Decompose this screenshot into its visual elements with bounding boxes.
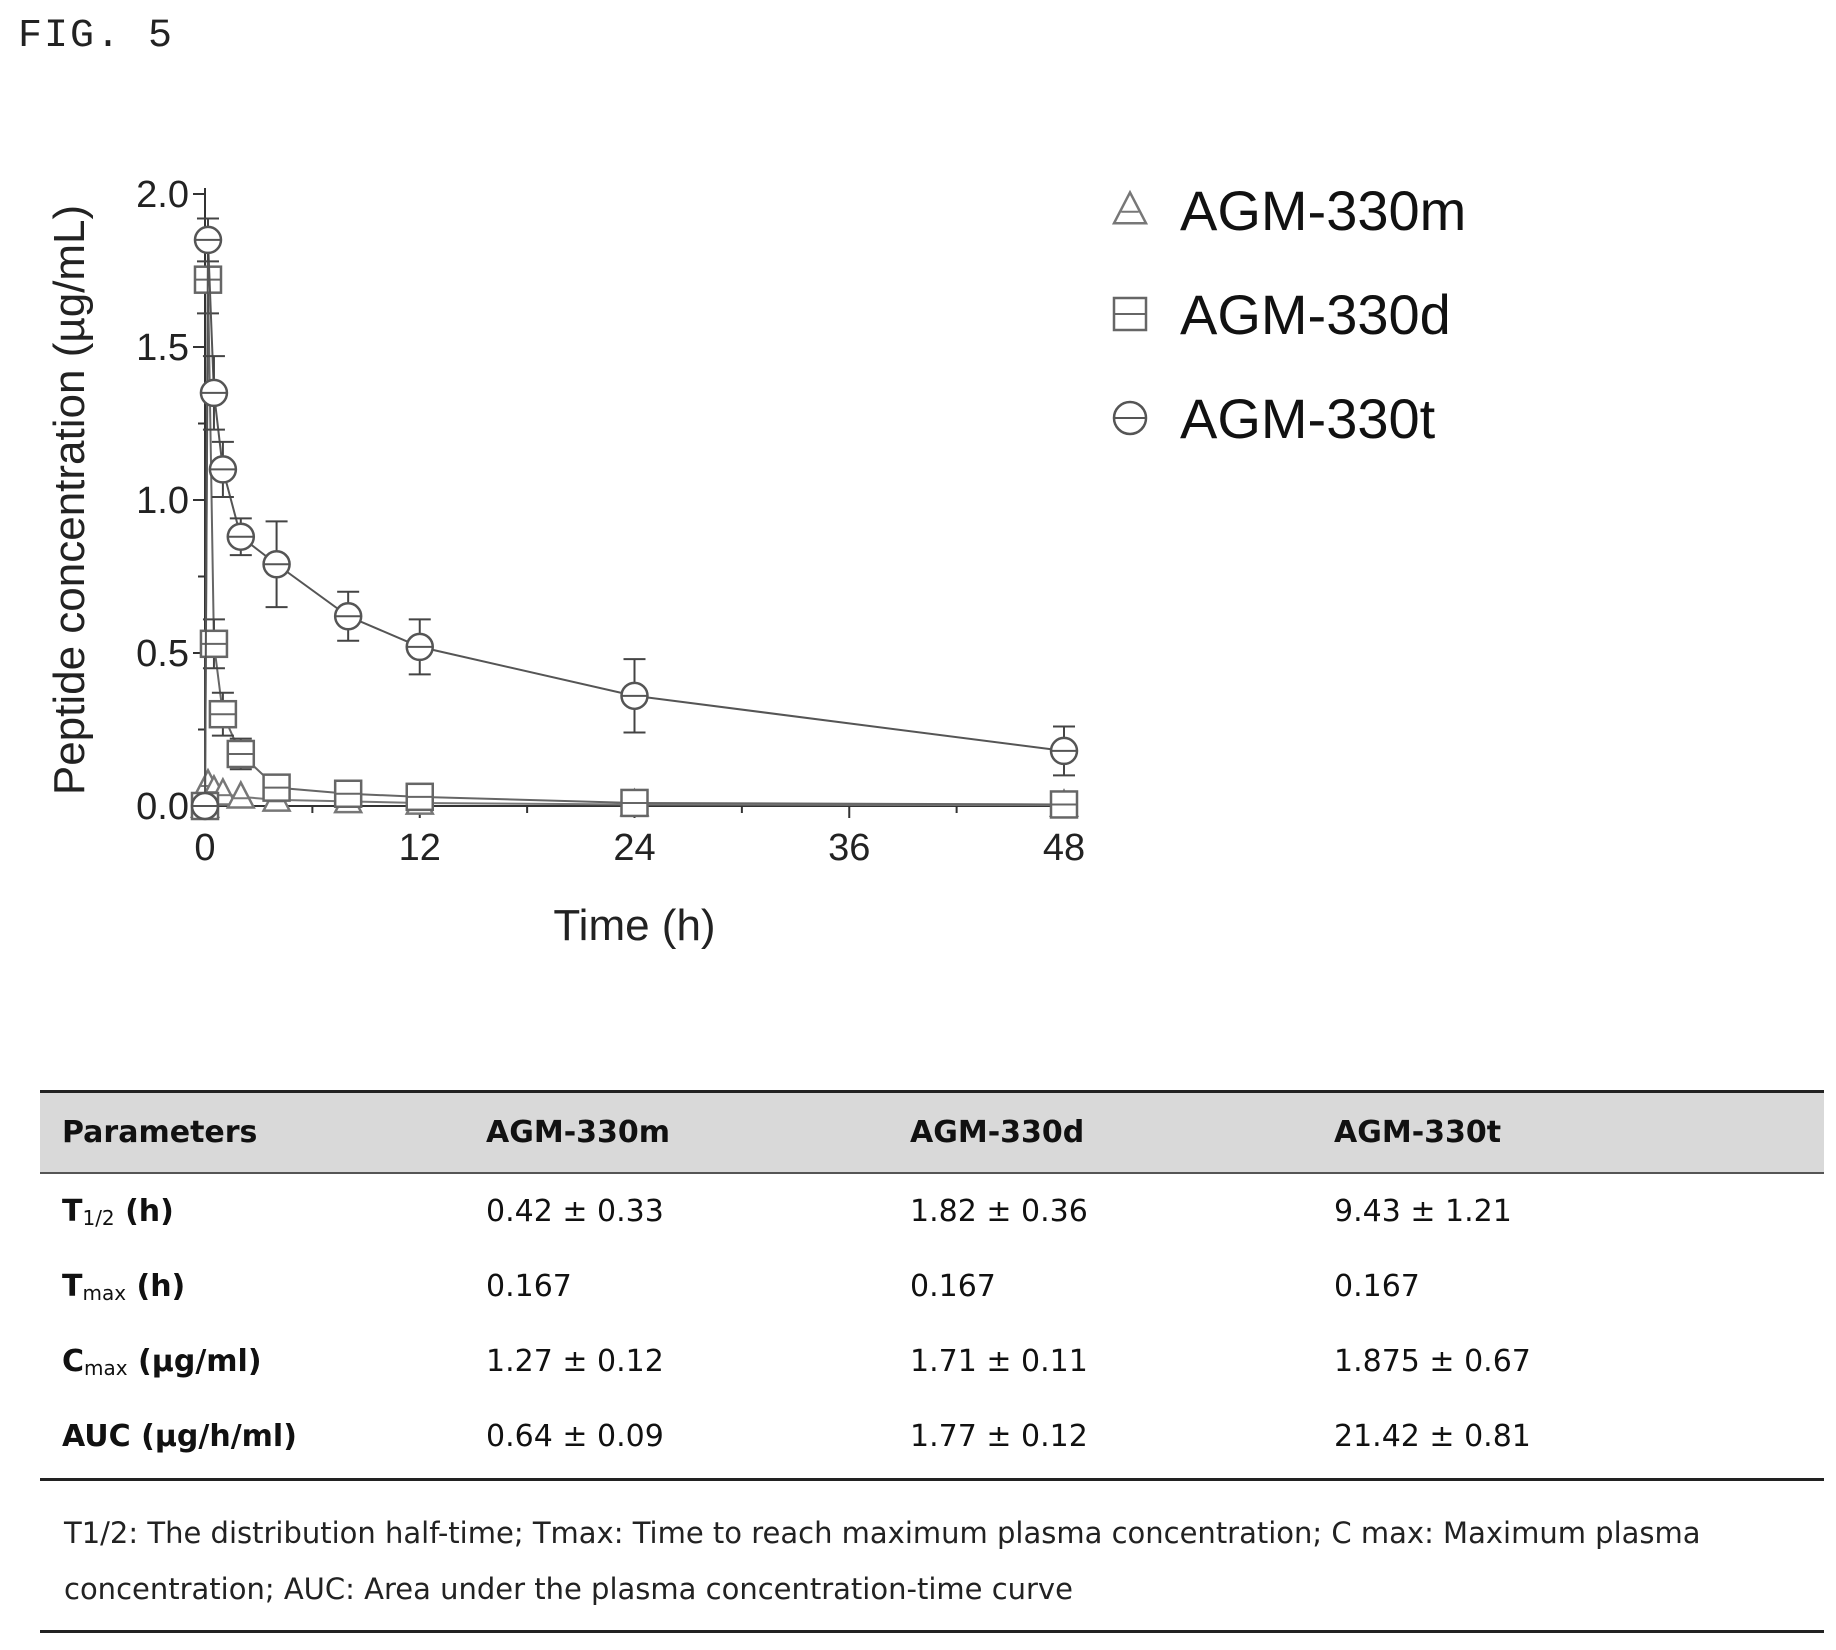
param-symbol: C: [62, 1344, 85, 1379]
data-point-agm-330d: [405, 782, 434, 812]
value-cell: 0.167: [486, 1269, 572, 1304]
triangle-marker-shape: [225, 779, 256, 809]
x-tick-label: 24: [613, 827, 655, 869]
param-unit: (µg/ml): [127, 1344, 262, 1379]
pk-line-chart: 0.0 0.5 1.0 1.5 2.0 0 12 24 36 48 Time (h) Peptide …: [45, 174, 1466, 950]
data-point-agm-330d: [208, 699, 238, 729]
parameter-cell: Cmax (µg/ml): [40, 1324, 464, 1399]
value-cell: 1.77 ± 0.12: [888, 1399, 1312, 1481]
table-header-cell: AGM-330d: [910, 1115, 1085, 1150]
table-header-cell: AGM-330t: [1334, 1115, 1502, 1150]
value-cell: 21.42 ± 0.81: [1312, 1399, 1824, 1481]
figure-label: FIG. 5: [18, 14, 175, 59]
data-point-agm-330t: [620, 681, 649, 711]
param-subscript: max: [82, 1281, 127, 1305]
param-unit: (h): [114, 1194, 174, 1229]
data-point-agm-330t: [405, 632, 434, 662]
value-cell: 1.71 ± 0.11: [910, 1344, 1088, 1379]
data-point-agm-330t: [190, 791, 220, 821]
data-point-agm-330t: [193, 225, 223, 255]
value-cell: 0.42 ± 0.33: [486, 1194, 664, 1229]
triangle-marker-shape: [1111, 189, 1149, 225]
param-unit: (µg/h/ml): [130, 1419, 297, 1454]
data-point-agm-330m: [225, 779, 256, 809]
bottom-divider: [40, 1630, 1824, 1633]
data-point-agm-330t: [333, 602, 363, 631]
value-cell: 0.167: [910, 1269, 996, 1304]
data-point-agm-330t: [199, 378, 229, 408]
series-line-agm-330t: [204, 239, 1065, 807]
data-point-agm-330t: [208, 455, 238, 484]
param-symbol: AUC: [62, 1419, 131, 1454]
table-row: T1/2 (h) 0.42 ± 0.33 1.82 ± 0.36 9.43 ± …: [40, 1173, 1824, 1249]
table-header-cell: AGM-330m: [486, 1115, 671, 1150]
y-tick-label: 2.0: [136, 174, 189, 216]
value-cell: 1.27 ± 0.12: [486, 1344, 664, 1379]
table-row: Tmax (h) 0.167 0.167 0.167: [40, 1249, 1824, 1324]
data-point-agm-330d: [1049, 790, 1079, 819]
x-tick-label: 0: [194, 827, 215, 869]
y-tick-label: 1.5: [136, 327, 189, 369]
legend-label: AGM-330t: [1180, 387, 1436, 450]
table-row: AUC (µg/h/ml) 0.64 ± 0.09 1.77 ± 0.12 21…: [40, 1399, 1824, 1481]
x-tick-label: 12: [399, 827, 441, 869]
value-cell: 1.875 ± 0.67: [1334, 1344, 1531, 1379]
legend-label: AGM-330m: [1180, 179, 1466, 242]
data-point-agm-330d: [620, 788, 649, 818]
parameter-cell: T1/2 (h): [40, 1173, 464, 1249]
param-symbol: T: [62, 1194, 83, 1229]
table-footnote: T1/2: The distribution half-time; Tmax: …: [64, 1516, 1701, 1606]
table-row: Cmax (µg/ml) 1.27 ± 0.12 1.71 ± 0.11 1.8…: [40, 1324, 1824, 1399]
param-unit: (h): [126, 1269, 186, 1304]
param-symbol: T: [62, 1269, 83, 1304]
x-axis-title: Time (h): [553, 901, 715, 950]
legend-marker: [1112, 400, 1148, 436]
data-point-agm-330d: [226, 739, 256, 769]
x-tick-label: 48: [1043, 827, 1085, 869]
data-point-agm-330t: [262, 550, 291, 579]
table-header-row: Parameters AGM-330m AGM-330d AGM-330t: [40, 1091, 1824, 1173]
param-subscript: 1/2: [82, 1206, 115, 1230]
data-point-agm-330d: [262, 773, 291, 802]
data-point-agm-330t: [1049, 736, 1079, 766]
legend-label: AGM-330d: [1180, 283, 1451, 346]
y-tick-label: 1.0: [136, 480, 189, 522]
y-tick-label: 0.0: [136, 786, 189, 828]
table-header-cell: Parameters: [62, 1115, 258, 1150]
legend-marker: [1112, 296, 1148, 332]
data-point-agm-330d: [333, 779, 363, 809]
x-tick-label: 36: [828, 827, 870, 869]
pk-parameters-table: Parameters AGM-330m AGM-330d AGM-330t T1…: [40, 1090, 1824, 1481]
value-cell: 9.43 ± 1.21: [1334, 1194, 1512, 1229]
param-subscript: max: [84, 1356, 128, 1380]
parameter-cell: Tmax (h): [40, 1249, 464, 1324]
y-axis-title: Peptide concentration (µg/mL): [45, 205, 94, 795]
y-tick-label: 0.5: [136, 633, 189, 675]
value-cell: 0.167: [1334, 1269, 1420, 1304]
parameter-cell: AUC (µg/h/ml): [40, 1399, 464, 1481]
legend-marker: [1111, 189, 1149, 225]
value-cell: 0.64 ± 0.09: [464, 1399, 888, 1481]
value-cell: 1.82 ± 0.36: [910, 1194, 1088, 1229]
data-point-agm-330t: [226, 522, 256, 551]
